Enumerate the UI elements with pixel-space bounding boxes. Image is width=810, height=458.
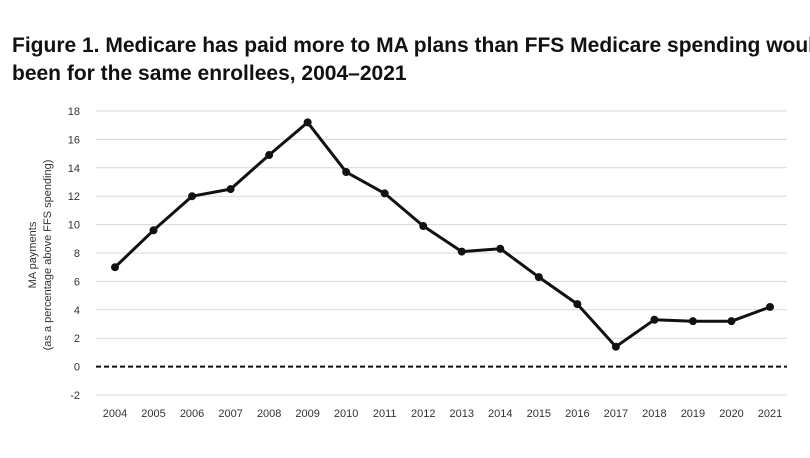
figure-title-line-1: Figure 1. Medicare has paid more to MA p… xyxy=(12,34,810,57)
x-tick-label: 2014 xyxy=(488,408,512,420)
y-tick-label: 16 xyxy=(68,134,80,146)
y-tick-label: 2 xyxy=(74,333,80,345)
x-tick-label: 2010 xyxy=(334,408,358,420)
data-point xyxy=(766,302,774,311)
data-point xyxy=(457,247,466,256)
gridlines xyxy=(96,110,787,396)
data-point xyxy=(380,189,389,198)
x-tick-label: 2009 xyxy=(295,408,319,420)
data-point xyxy=(149,226,158,235)
y-axis-ticks: -2 0 2 4 6 8 10 12 14 16 18 xyxy=(68,106,80,402)
y-axis-title-line-1: MA payments xyxy=(27,221,39,288)
x-axis-ticks: 2004 2005 2006 2007 2008 2009 2010 2011 2012 2013… xyxy=(103,408,782,420)
x-tick-label: 2019 xyxy=(681,408,705,420)
figure-title-line-2: been for the same enrollees, 2004–2021 xyxy=(12,62,407,85)
data-point xyxy=(688,317,697,326)
x-tick-label: 2021 xyxy=(758,408,782,420)
data-point xyxy=(611,342,620,351)
x-tick-label: 2004 xyxy=(103,408,127,420)
data-point xyxy=(727,317,736,326)
data-point xyxy=(650,315,659,324)
data-point xyxy=(496,244,505,253)
x-tick-label: 2013 xyxy=(450,408,474,420)
y-tick-label: 4 xyxy=(74,305,80,317)
data-point xyxy=(342,168,351,177)
y-tick-label: 6 xyxy=(74,276,80,288)
y-tick-label: 10 xyxy=(68,220,80,232)
series-line xyxy=(113,120,771,349)
series-layer xyxy=(111,118,774,351)
y-tick-label: -2 xyxy=(70,390,80,402)
y-tick-label: 0 xyxy=(74,362,80,374)
data-point xyxy=(265,151,274,160)
x-tick-label: 2008 xyxy=(257,408,281,420)
y-tick-label: 8 xyxy=(74,248,80,260)
data-point xyxy=(534,273,543,282)
x-tick-label: 2015 xyxy=(527,408,551,420)
x-tick-label: 2011 xyxy=(373,408,397,420)
x-tick-label: 2020 xyxy=(719,408,743,420)
data-point xyxy=(573,300,582,309)
y-tick-label: 18 xyxy=(68,106,80,118)
y-tick-label: 12 xyxy=(68,191,80,203)
x-tick-label: 2007 xyxy=(218,408,242,420)
data-point xyxy=(226,185,235,194)
y-axis-title-line-2: (as a percentage above FFS spending) xyxy=(42,160,54,351)
x-tick-label: 2012 xyxy=(411,408,435,420)
data-point xyxy=(419,222,428,231)
x-tick-label: 2016 xyxy=(565,408,589,420)
x-tick-label: 2017 xyxy=(604,408,628,420)
data-point xyxy=(111,263,119,272)
data-point xyxy=(188,192,197,201)
y-tick-label: 14 xyxy=(68,163,80,175)
figure-title: Figure 1. Medicare has paid more to MA p… xyxy=(12,32,810,88)
data-point xyxy=(303,118,312,127)
x-tick-label: 2005 xyxy=(141,408,165,420)
x-tick-label: 2006 xyxy=(180,408,204,420)
x-tick-label: 2018 xyxy=(642,408,666,420)
